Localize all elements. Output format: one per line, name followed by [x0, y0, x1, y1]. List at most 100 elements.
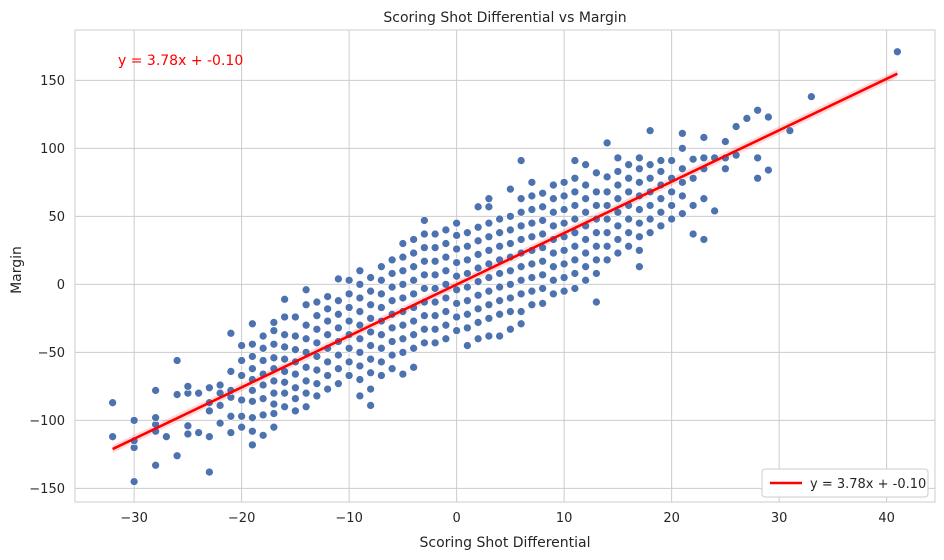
data-point — [441, 252, 451, 262]
data-point — [570, 284, 580, 293]
data-point — [183, 429, 193, 439]
data-point — [398, 293, 408, 303]
data-point — [667, 156, 676, 165]
data-point — [269, 376, 279, 386]
data-point — [344, 316, 354, 326]
data-point — [678, 164, 687, 174]
data-point — [312, 338, 322, 348]
fit-line-layer — [112, 72, 898, 451]
data-point — [430, 324, 440, 334]
data-point — [248, 440, 257, 450]
data-point — [602, 255, 612, 265]
data-point — [291, 345, 300, 355]
data-point — [473, 236, 483, 246]
data-point — [269, 318, 279, 327]
data-point — [463, 296, 472, 306]
data-point — [377, 262, 386, 272]
data-point — [624, 160, 633, 170]
data-point — [301, 300, 311, 310]
data-point — [344, 343, 354, 353]
data-point — [785, 126, 795, 136]
data-point — [323, 304, 332, 314]
data-point — [581, 262, 590, 272]
data-point — [538, 202, 547, 212]
data-point — [377, 330, 386, 340]
data-point — [248, 319, 257, 329]
data-point — [624, 187, 633, 197]
data-point — [592, 255, 601, 265]
x-axis-label: Scoring Shot Differential — [420, 535, 591, 551]
data-point — [355, 391, 365, 401]
data-point — [215, 380, 225, 390]
data-point — [301, 320, 311, 330]
data-point — [430, 270, 440, 280]
data-point — [355, 266, 365, 276]
data-point — [893, 47, 902, 57]
data-point — [409, 235, 418, 244]
data-point — [441, 225, 451, 235]
y-tick-label: 0 — [57, 278, 65, 293]
data-point — [592, 201, 601, 210]
data-point — [527, 273, 537, 282]
data-point — [312, 391, 322, 401]
data-point — [484, 331, 494, 341]
data-point — [323, 292, 332, 301]
data-point — [430, 338, 440, 348]
data-point — [645, 173, 655, 183]
data-point — [377, 289, 386, 299]
data-point — [237, 422, 246, 432]
data-point — [473, 250, 483, 259]
data-point — [699, 194, 709, 204]
data-point — [420, 256, 429, 266]
data-point — [162, 432, 171, 442]
data-point — [108, 432, 117, 442]
data-point — [581, 194, 590, 204]
data-point — [269, 326, 279, 335]
data-point — [387, 255, 397, 265]
data-point — [667, 214, 676, 224]
data-point — [645, 201, 655, 210]
data-point — [538, 256, 547, 266]
data-point — [559, 286, 569, 296]
data-point — [420, 243, 429, 252]
data-point — [452, 218, 461, 228]
data-point — [656, 156, 666, 165]
data-point — [678, 143, 687, 153]
data-point — [312, 297, 322, 307]
data-point — [527, 259, 537, 269]
data-point — [484, 232, 494, 242]
data-point — [484, 314, 494, 323]
data-point — [570, 214, 580, 224]
x-tick-label: 30 — [771, 511, 788, 526]
data-point — [409, 362, 418, 372]
data-point — [301, 285, 311, 295]
data-point — [473, 202, 483, 212]
legend-label: y = 3.78x + -0.10 — [810, 477, 926, 492]
data-point — [441, 334, 451, 344]
data-point — [516, 235, 526, 244]
data-point — [463, 323, 472, 333]
data-point — [473, 334, 483, 344]
data-point — [312, 311, 322, 320]
data-point — [183, 382, 193, 391]
data-point — [323, 384, 332, 394]
data-point — [635, 153, 644, 163]
data-point — [635, 262, 644, 272]
data-point — [387, 282, 397, 292]
data-point — [506, 293, 515, 303]
data-point — [559, 177, 569, 187]
data-point — [635, 205, 644, 214]
data-point — [452, 312, 461, 322]
y-tick-label: 50 — [48, 210, 65, 225]
data-point — [602, 241, 612, 251]
y-tick-label: −100 — [29, 414, 65, 429]
data-point — [291, 369, 300, 379]
data-point — [129, 416, 139, 425]
data-point — [269, 409, 279, 418]
data-point — [323, 371, 332, 380]
data-point — [753, 173, 762, 183]
data-point — [538, 299, 547, 308]
data-point — [688, 154, 698, 164]
data-point — [602, 201, 612, 210]
x-axis-ticks: −30 −20 −10 0 10 20 30 40 — [120, 511, 894, 526]
